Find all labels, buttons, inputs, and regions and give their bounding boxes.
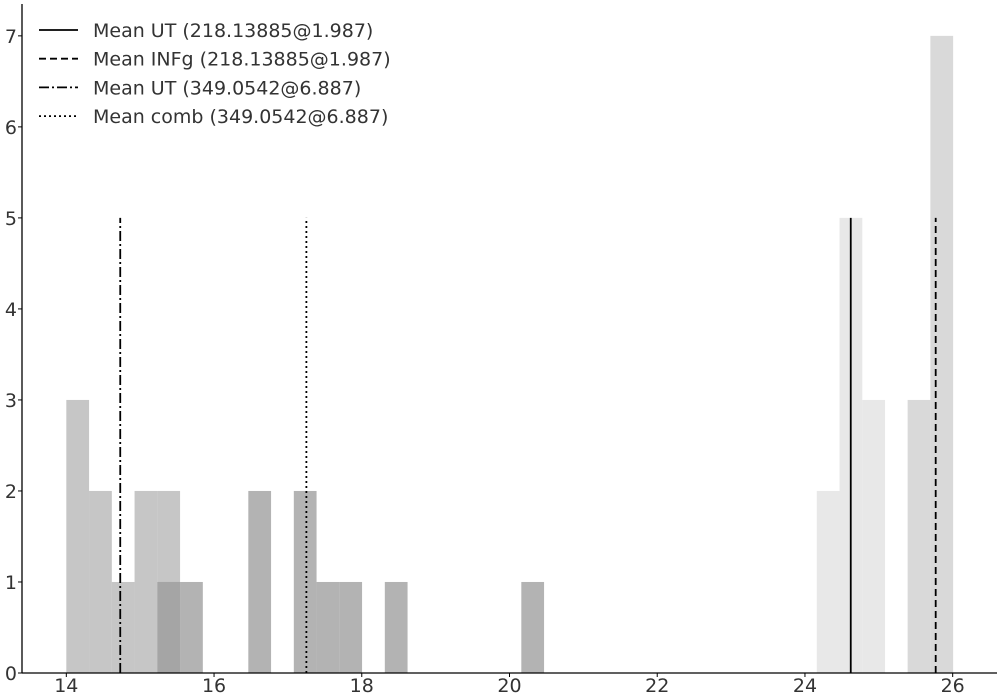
histogram-bar: [339, 581, 363, 673]
histogram-bar: [248, 490, 272, 673]
legend-label: Mean UT (218.13885@1.987): [93, 20, 373, 42]
histogram-bar: [89, 490, 112, 673]
y-tick-label: 4: [5, 299, 17, 321]
histogram-series: [907, 35, 954, 674]
x-tick-label: 18: [350, 675, 374, 697]
y-tick-label: 3: [5, 390, 17, 412]
x-tick-label: 16: [202, 675, 226, 697]
legend-item: Mean INFg (218.13885@1.987): [39, 49, 391, 71]
x-tick-label: 24: [793, 675, 817, 697]
y-tick-label: 2: [5, 481, 17, 503]
x-tick-label: 26: [941, 675, 965, 697]
histogram-bar: [907, 399, 931, 673]
x-tick-label: 22: [645, 675, 669, 697]
legend-item: Mean UT (349.0542@6.887): [39, 77, 361, 99]
legend: Mean UT (218.13885@1.987) Mean INFg (218.…: [39, 20, 391, 128]
legend-item: Mean UT (218.13885@1.987): [39, 20, 373, 42]
y-tick-label: 6: [5, 117, 17, 139]
histogram-bar: [816, 490, 840, 673]
histogram-series: [157, 490, 545, 673]
y-tick-label: 1: [5, 572, 17, 594]
histogram-bar: [66, 399, 90, 673]
histogram-bar: [293, 490, 317, 673]
y-tick-label: 7: [5, 26, 17, 48]
y-axis-ticks: 0 1 2 3 4 5 6 7: [5, 26, 22, 685]
histogram-bar: [316, 581, 340, 673]
histogram-bar: [157, 581, 181, 673]
histogram-bar: [521, 581, 545, 673]
y-tick-label: 5: [5, 208, 17, 230]
histogram-bar: [384, 581, 408, 673]
histogram-bar: [134, 490, 158, 673]
legend-label: Mean INFg (218.13885@1.987): [93, 49, 391, 71]
x-tick-label: 20: [497, 675, 521, 697]
x-axis-ticks: 14 16 18 20 22 24 26: [54, 673, 965, 697]
legend-item: Mean comb (349.0542@6.887): [39, 106, 388, 128]
histogram-bar: [111, 581, 135, 673]
histogram-bar: [180, 581, 203, 673]
x-tick-label: 14: [54, 675, 78, 697]
histogram-bars: [66, 35, 954, 674]
y-tick-label: 0: [5, 663, 17, 685]
histogram-bar: [862, 399, 886, 673]
histogram-bar: [930, 35, 954, 674]
legend-label: Mean comb (349.0542@6.887): [93, 106, 388, 128]
histogram-series: [66, 399, 181, 673]
mean-lines: [119, 217, 937, 673]
legend-label: Mean UT (349.0542@6.887): [93, 77, 361, 99]
